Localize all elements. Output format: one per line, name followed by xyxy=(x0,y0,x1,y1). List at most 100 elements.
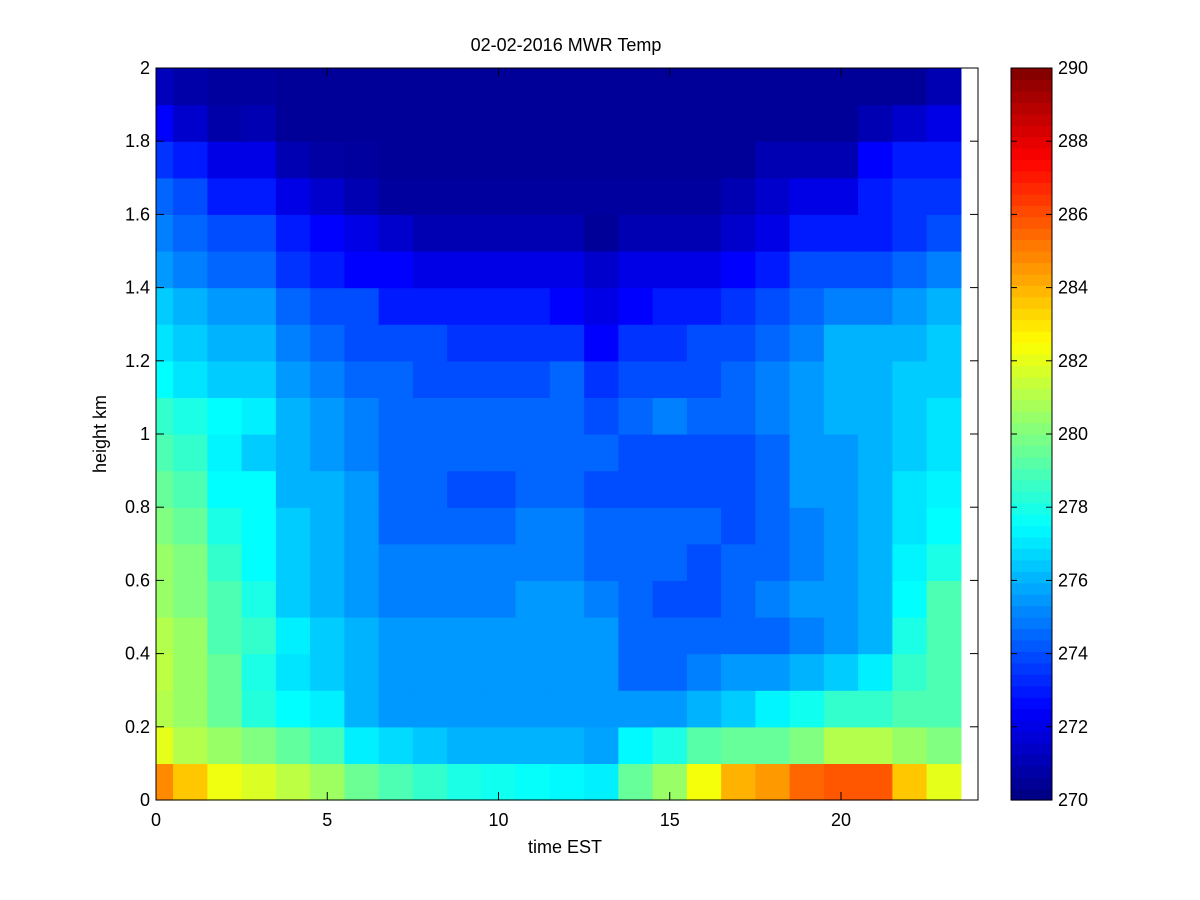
heatmap-cell xyxy=(755,726,791,764)
heatmap-cell xyxy=(858,177,893,215)
heatmap-cell xyxy=(156,397,174,435)
colorbar-band xyxy=(1011,788,1052,801)
heatmap-cell xyxy=(156,68,174,106)
heatmap-cell xyxy=(412,141,448,179)
colorbar-band xyxy=(1011,662,1052,675)
heatmap-cell xyxy=(447,726,482,764)
heatmap-cell xyxy=(481,507,517,545)
colorbar-band xyxy=(1011,159,1052,172)
heatmap-cell xyxy=(926,141,962,179)
heatmap-cell xyxy=(310,726,345,764)
heatmap-cell xyxy=(481,287,517,325)
colorbar-tick-label: 290 xyxy=(1058,58,1088,78)
heatmap-cell xyxy=(584,251,619,289)
heatmap-cell xyxy=(926,726,962,764)
heatmap-cell xyxy=(378,470,414,508)
heatmap-cell xyxy=(344,434,380,472)
heatmap-cell xyxy=(652,324,688,362)
heatmap-cell xyxy=(618,470,654,508)
heatmap-cell xyxy=(173,141,208,179)
heatmap-cell xyxy=(926,68,962,106)
heatmap-cell xyxy=(789,251,825,289)
heatmap-cell xyxy=(156,324,174,362)
heatmap-cell xyxy=(481,543,517,581)
heatmap-cell xyxy=(241,726,277,764)
heatmap-cell xyxy=(892,68,928,106)
heatmap-cell xyxy=(310,141,345,179)
heatmap-cell xyxy=(344,141,380,179)
heatmap-cell xyxy=(207,617,243,655)
heatmap-cell xyxy=(892,507,928,545)
heatmap-cell xyxy=(926,617,962,655)
heatmap-cell xyxy=(755,141,791,179)
heatmap-cell xyxy=(344,360,380,398)
heatmap-cell xyxy=(412,543,448,581)
y-tick-label: 0.2 xyxy=(125,717,150,737)
heatmap-cell xyxy=(378,287,414,325)
heatmap-cell xyxy=(515,287,551,325)
heatmap-cell xyxy=(412,653,448,691)
colorbar-band xyxy=(1011,731,1052,744)
heatmap-cell xyxy=(275,580,311,618)
heatmap-cell xyxy=(892,104,928,142)
colorbar-band xyxy=(1011,536,1052,549)
heatmap-cell xyxy=(892,617,928,655)
heatmap-cell xyxy=(310,104,345,142)
heatmap-cell xyxy=(481,434,517,472)
heatmap-cell xyxy=(823,543,859,581)
heatmap-cell xyxy=(207,434,243,472)
heatmap-cell xyxy=(892,690,928,728)
heatmap-cell xyxy=(241,690,277,728)
colorbar-band xyxy=(1011,777,1052,790)
heatmap-cell xyxy=(275,251,311,289)
heatmap-cell xyxy=(156,214,174,252)
heatmap-cell xyxy=(173,580,208,618)
chart-title: 02-02-2016 MWR Temp xyxy=(471,35,662,55)
heatmap-cell xyxy=(789,177,825,215)
colorbar-band xyxy=(1011,559,1052,572)
colorbar-tick-label: 280 xyxy=(1058,424,1088,444)
heatmap-cell xyxy=(515,214,551,252)
heatmap-cell xyxy=(447,397,482,435)
heatmap-cell xyxy=(549,360,585,398)
heatmap-cell xyxy=(310,470,345,508)
heatmap-cell xyxy=(207,251,243,289)
heatmap-cell xyxy=(412,580,448,618)
heatmap-cell xyxy=(652,177,688,215)
heatmap-cell xyxy=(823,507,859,545)
colorbar-band xyxy=(1011,445,1052,458)
heatmap-cell xyxy=(344,580,380,618)
heatmap-cell xyxy=(823,397,859,435)
y-tick-label: 0.4 xyxy=(125,644,150,664)
heatmap-cell xyxy=(156,617,174,655)
heatmap-cell xyxy=(310,434,345,472)
heatmap-cell xyxy=(549,214,585,252)
heatmap-cell xyxy=(618,68,654,106)
heatmap-cell xyxy=(686,470,722,508)
heatmap-cell xyxy=(618,726,654,764)
colorbar-band xyxy=(1011,113,1052,126)
colorbar-band xyxy=(1011,365,1052,378)
heatmap-cell xyxy=(412,397,448,435)
heatmap-cell xyxy=(926,360,962,398)
y-tick-label: 1.8 xyxy=(125,131,150,151)
heatmap-cell xyxy=(344,397,380,435)
y-tick-label: 1.4 xyxy=(125,278,150,298)
colorbar-tick-label: 274 xyxy=(1058,644,1088,664)
heatmap-cell xyxy=(310,397,345,435)
heatmap-cell xyxy=(412,617,448,655)
heatmap-cell xyxy=(207,763,243,801)
heatmap-cell xyxy=(241,141,277,179)
heatmap-cell xyxy=(515,434,551,472)
colorbar-band xyxy=(1011,685,1052,698)
heatmap-cell xyxy=(275,653,311,691)
heatmap-cell xyxy=(310,507,345,545)
heatmap-cell xyxy=(789,141,825,179)
heatmap-cell xyxy=(926,543,962,581)
y-tick-label: 0 xyxy=(140,790,150,810)
heatmap-cell xyxy=(618,251,654,289)
heatmap-cell xyxy=(412,251,448,289)
heatmap-cell xyxy=(156,543,174,581)
colorbar-band xyxy=(1011,296,1052,309)
heatmap-cell xyxy=(447,214,482,252)
